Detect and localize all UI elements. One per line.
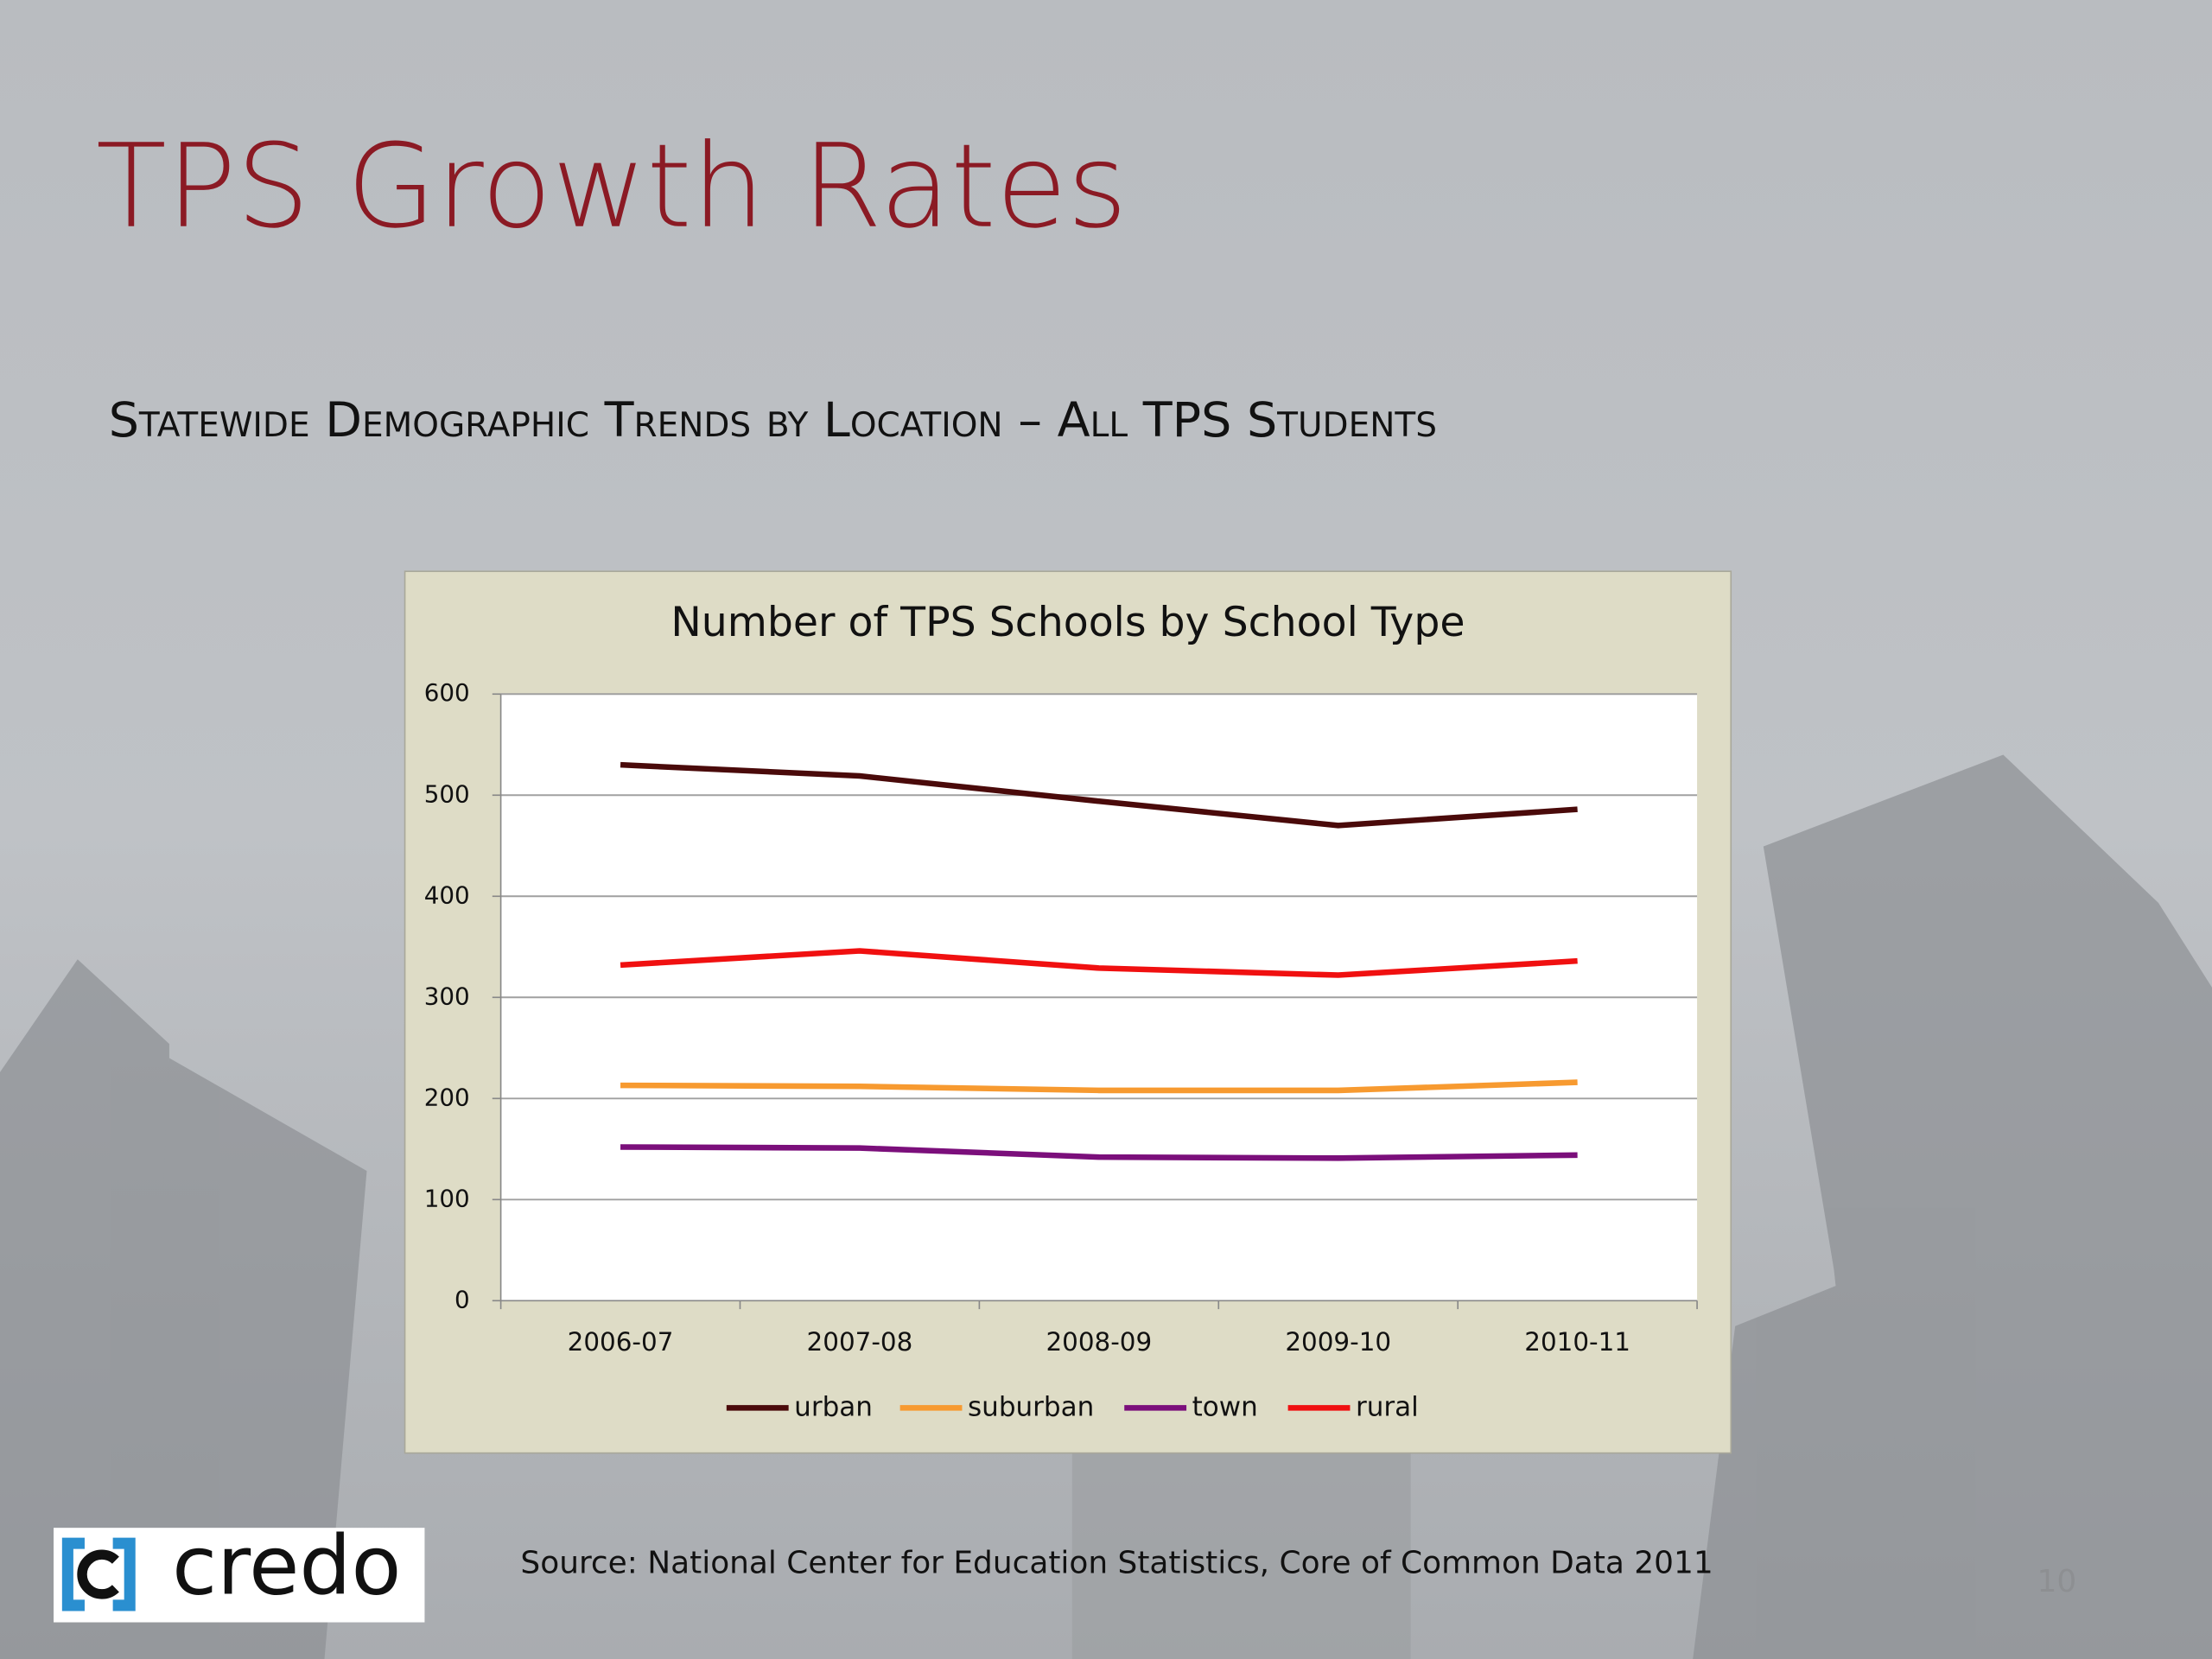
slide-subtitle: Statewide Demographic Trends by Location… xyxy=(109,392,1437,448)
series-line xyxy=(620,1144,1578,1161)
x-tick-label: 2007-08 xyxy=(807,1327,913,1357)
logo-text: credo xyxy=(172,1519,401,1614)
y-tick-label: 0 xyxy=(454,1285,470,1313)
x-tick-label: 2008-09 xyxy=(1046,1327,1152,1357)
page-number: 10 xyxy=(2037,1564,2077,1599)
series-line xyxy=(620,1079,1578,1094)
legend-label: town xyxy=(1192,1391,1258,1422)
x-tick-label: 2006-07 xyxy=(568,1327,674,1357)
series-line xyxy=(620,761,1578,829)
chart-title: Number of TPS Schools by School Type xyxy=(671,599,1465,646)
source-note: Source: National Center for Education St… xyxy=(520,1546,1713,1581)
legend-label: rural xyxy=(1356,1391,1419,1422)
y-tick-label: 200 xyxy=(424,1083,470,1111)
series-line xyxy=(620,948,1578,978)
y-tick-label: 100 xyxy=(424,1184,470,1212)
chart: 0 100 200 300 400 500 600 2006-07 2007-08 2008-09… xyxy=(424,678,1698,1422)
legend-label: suburban xyxy=(968,1391,1094,1422)
y-tick-label: 500 xyxy=(424,779,470,808)
y-tick-label: 600 xyxy=(424,678,470,707)
x-tick-label: 2009-10 xyxy=(1285,1327,1391,1357)
legend-label: urban xyxy=(794,1391,873,1422)
background-buildings xyxy=(0,754,2212,1659)
y-tick-label: 400 xyxy=(424,880,470,909)
x-tick-label: 2010-11 xyxy=(1524,1327,1630,1357)
y-tick-label: 300 xyxy=(424,982,470,1010)
slide-title: TPS Growth Rates xyxy=(96,119,1128,254)
logo: credo xyxy=(54,1519,425,1623)
